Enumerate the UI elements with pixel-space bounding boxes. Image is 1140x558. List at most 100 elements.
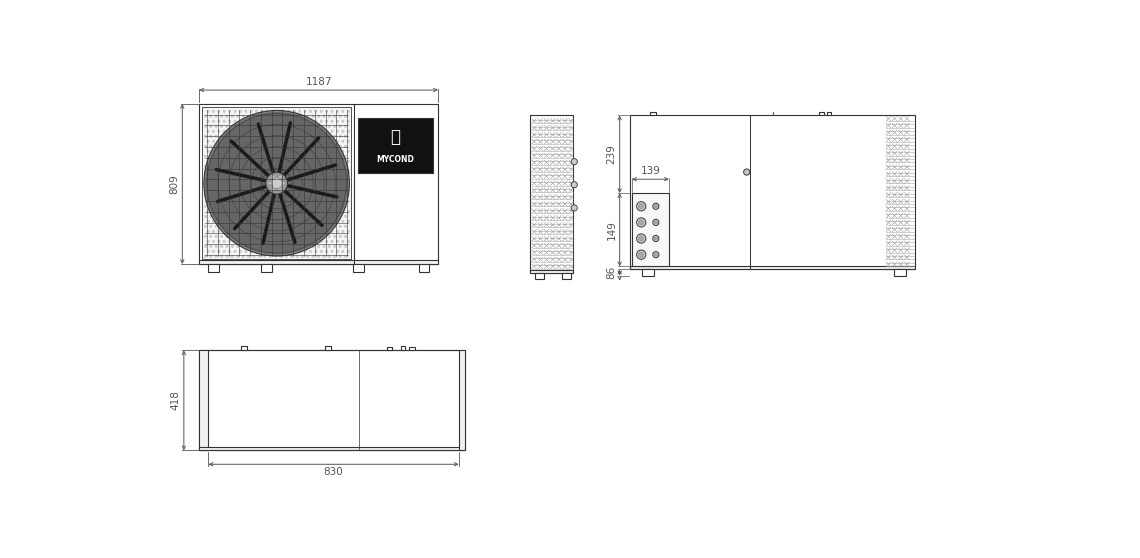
Circle shape [299,110,301,112]
Circle shape [215,205,218,208]
Circle shape [279,125,282,127]
Circle shape [328,135,331,137]
Circle shape [245,230,247,233]
Circle shape [331,210,333,213]
Circle shape [234,230,236,233]
Circle shape [291,125,293,127]
Bar [200,446,465,450]
Circle shape [307,255,309,258]
Circle shape [220,135,222,137]
Bar [820,112,824,116]
Circle shape [215,135,218,137]
Circle shape [638,220,644,225]
Circle shape [277,250,279,253]
Circle shape [283,150,285,152]
Circle shape [245,220,247,223]
Circle shape [331,140,333,142]
Circle shape [339,235,341,238]
Circle shape [315,140,317,142]
Circle shape [285,255,287,258]
Circle shape [307,245,309,248]
Circle shape [307,115,309,117]
Circle shape [317,255,319,258]
Circle shape [204,255,206,258]
Circle shape [307,145,309,147]
Circle shape [267,150,269,152]
Circle shape [342,120,344,122]
Circle shape [239,240,242,243]
Circle shape [299,140,301,142]
Circle shape [271,140,274,142]
Circle shape [226,245,228,248]
Circle shape [636,218,646,227]
Circle shape [328,175,331,177]
Circle shape [220,195,222,198]
Circle shape [320,180,323,182]
Circle shape [231,215,234,218]
Bar [242,347,247,350]
Circle shape [255,140,258,142]
Circle shape [234,220,236,223]
Circle shape [242,145,244,147]
Circle shape [334,145,336,147]
Circle shape [299,200,301,203]
Circle shape [285,245,287,248]
Circle shape [291,135,293,137]
Circle shape [269,255,271,258]
Circle shape [275,185,277,187]
Circle shape [261,120,263,122]
Circle shape [250,150,252,152]
Circle shape [336,150,339,152]
Circle shape [210,235,212,238]
Circle shape [296,205,299,208]
Circle shape [231,205,234,208]
Circle shape [239,120,242,122]
Circle shape [339,165,341,167]
Circle shape [218,130,220,132]
Circle shape [261,110,263,112]
Circle shape [334,175,336,177]
Circle shape [207,180,210,182]
Circle shape [312,235,315,238]
Circle shape [331,250,333,253]
Circle shape [226,205,228,208]
Circle shape [654,253,658,256]
Circle shape [342,190,344,193]
Circle shape [250,170,252,172]
Circle shape [226,165,228,167]
Circle shape [215,225,218,228]
Circle shape [242,155,244,157]
Circle shape [215,235,218,238]
Circle shape [239,150,242,152]
Circle shape [277,180,279,182]
Circle shape [267,210,269,213]
Circle shape [331,160,333,162]
Circle shape [279,245,282,248]
Circle shape [317,115,319,117]
Circle shape [271,160,274,162]
Circle shape [636,234,646,243]
Circle shape [250,160,252,162]
Circle shape [261,190,263,193]
Circle shape [317,175,319,177]
Circle shape [275,165,277,167]
Circle shape [245,180,247,182]
Circle shape [271,250,274,253]
Circle shape [326,160,328,162]
Circle shape [296,165,299,167]
Circle shape [255,250,258,253]
Circle shape [279,225,282,228]
Circle shape [277,130,279,132]
Circle shape [312,145,315,147]
Circle shape [253,135,255,137]
Circle shape [309,120,311,122]
Circle shape [271,220,274,223]
Circle shape [293,130,295,132]
Circle shape [255,120,258,122]
Circle shape [261,150,263,152]
Circle shape [215,125,218,127]
Circle shape [279,175,282,177]
Circle shape [291,205,293,208]
Circle shape [304,130,307,132]
Circle shape [271,110,274,112]
